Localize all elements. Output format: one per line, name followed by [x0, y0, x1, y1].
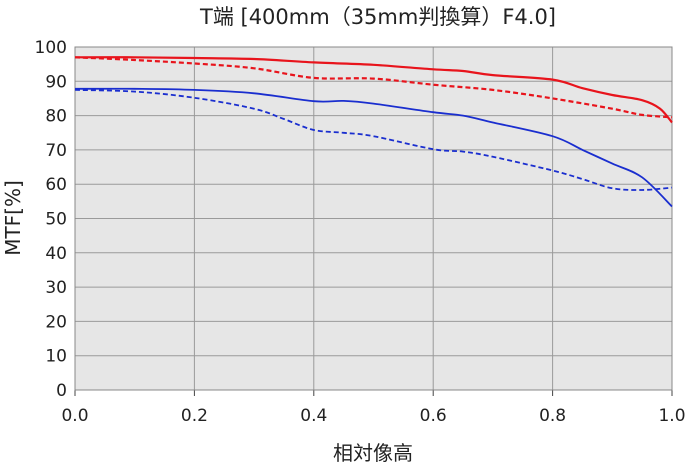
y-tick-label: 70 — [45, 141, 67, 161]
y-tick-label: 80 — [45, 107, 67, 127]
x-tick-labels: 0.0 0.2 0.4 0.6 0.8 1.0 — [61, 406, 685, 426]
plot-border — [74, 46, 673, 391]
x-tick-label: 1.0 — [658, 406, 685, 426]
y-axis-label: MTF[%] — [1, 180, 25, 256]
x-tick-label: 0.0 — [61, 406, 88, 426]
x-axis-label: 相対像高 — [333, 441, 413, 465]
blue-solid-series-line — [74, 87, 673, 208]
red-dashed-series-line — [74, 56, 673, 119]
x-tick-label: 0.4 — [300, 406, 327, 426]
y-tick-label: 50 — [45, 210, 67, 230]
series-layer — [74, 56, 673, 208]
y-tick-label: 100 — [35, 38, 67, 58]
x-tick-label: 0.6 — [420, 406, 447, 426]
gridlines — [74, 46, 673, 396]
y-tick-label: 10 — [45, 347, 67, 367]
x-tick-label: 0.2 — [181, 406, 208, 426]
y-tick-label: 20 — [45, 312, 67, 332]
y-tick-label: 40 — [45, 244, 67, 264]
red-solid-series-line — [74, 56, 673, 124]
y-tick-label: 30 — [45, 278, 67, 298]
y-tick-labels: 0 10 20 30 40 50 60 70 80 90 100 — [35, 38, 67, 401]
y-tick-label: 90 — [45, 72, 67, 92]
y-tick-label: 60 — [45, 175, 67, 195]
y-tick-label: 0 — [56, 381, 67, 401]
x-tick-label: 0.8 — [539, 406, 566, 426]
chart-title: T端 [400mm（35mm判換算）F4.0] — [199, 5, 556, 29]
